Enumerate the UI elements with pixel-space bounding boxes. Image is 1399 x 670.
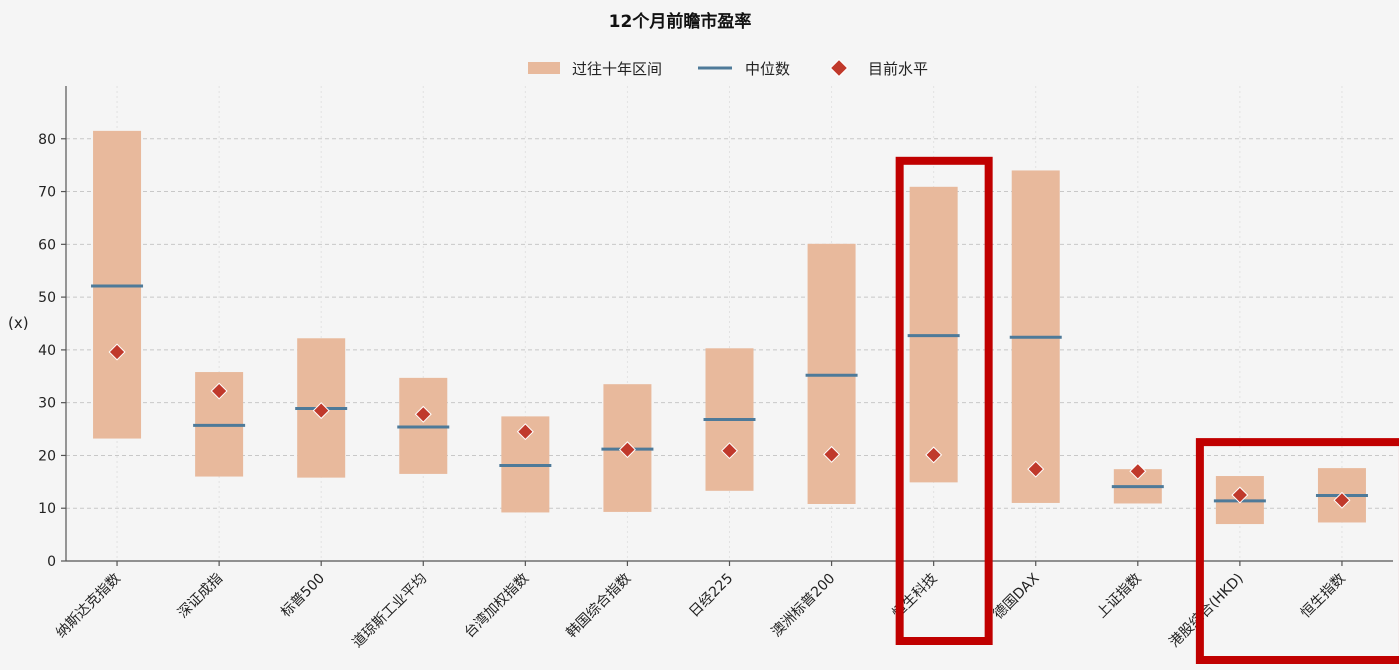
legend-range-label: 过往十年区间 <box>572 60 662 78</box>
x-tick-label: 港股综合(HKD) <box>1167 571 1247 651</box>
y-tick-label: 80 <box>38 132 56 148</box>
highlight-box <box>1195 438 1399 664</box>
current-marker <box>823 445 841 463</box>
legend-median-label: 中位数 <box>745 60 790 78</box>
highlight-box <box>895 156 993 646</box>
y-tick-label: 20 <box>38 448 56 464</box>
current-marker <box>312 402 330 420</box>
chart-title: 12个月前瞻市盈率 <box>609 11 752 32</box>
legend-current-swatch <box>829 58 849 78</box>
legend-current-label: 目前水平 <box>868 60 928 78</box>
current-marker <box>414 405 432 423</box>
legend-range-swatch <box>528 62 560 74</box>
x-tick-label: 道琼斯工业平均 <box>349 571 430 652</box>
x-tick-label: 日经225 <box>686 571 736 621</box>
y-tick-label: 40 <box>38 343 56 359</box>
y-tick-label: 30 <box>38 396 56 412</box>
bars-layer <box>91 130 1368 525</box>
current-marker <box>516 423 534 441</box>
x-tick-label: 纳斯达克指数 <box>53 571 124 642</box>
x-tick-label: 台湾加权指数 <box>461 570 532 641</box>
x-tick-label: 澳洲标普200 <box>769 571 839 641</box>
y-axis-label: (x) <box>8 314 29 332</box>
y-tick-label: 60 <box>38 237 56 253</box>
current-marker <box>925 446 943 464</box>
x-tick-label: 德国DAX <box>990 570 1042 622</box>
current-marker <box>618 441 636 459</box>
y-tick-label: 50 <box>38 290 56 306</box>
x-tick-label: 深证成指 <box>175 571 226 622</box>
y-tick-label: 10 <box>38 501 56 517</box>
highlight-layer <box>895 156 1399 664</box>
current-marker <box>210 382 228 400</box>
current-marker <box>1333 491 1351 509</box>
x-tick-label: 上证指数 <box>1094 571 1145 622</box>
y-tick-label: 70 <box>38 185 56 201</box>
current-marker <box>1231 486 1249 504</box>
current-marker <box>1027 460 1045 478</box>
x-tick-label: 恒生指数 <box>1298 571 1349 622</box>
legend: 过往十年区间 中位数 目前水平 <box>528 58 928 78</box>
x-tick-label: 标普500 <box>278 571 328 621</box>
current-marker <box>721 442 738 460</box>
current-marker <box>1129 462 1147 480</box>
y-tick-label: 0 <box>47 554 56 570</box>
current-marker <box>108 343 126 361</box>
x-tick-label: 韩国综合指数 <box>564 571 635 642</box>
